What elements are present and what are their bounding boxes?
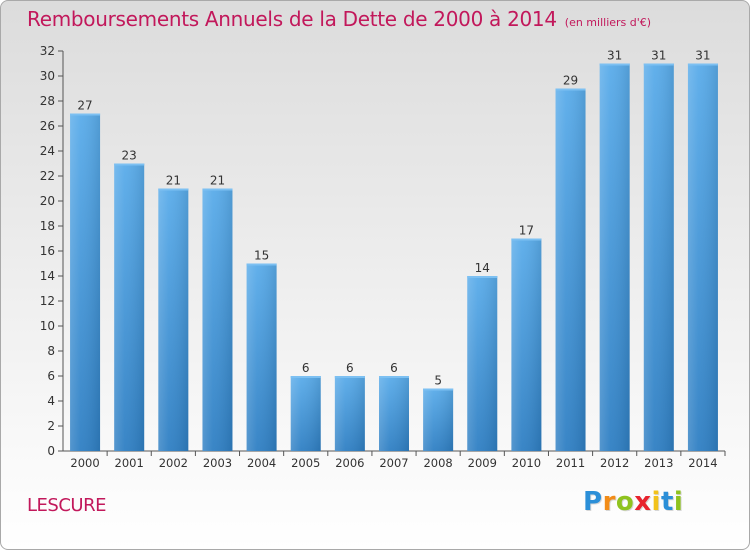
bar-shine	[511, 238, 542, 451]
logo-letter: o	[615, 487, 635, 517]
x-tick-label: 2002	[159, 456, 188, 470]
x-tick-label: 2013	[644, 456, 673, 470]
y-tick-label: 30	[40, 69, 55, 83]
bar-value-label: 14	[475, 261, 490, 275]
y-tick-label: 18	[40, 219, 55, 233]
bar-shine	[334, 376, 365, 451]
x-tick-label: 2004	[247, 456, 276, 470]
bar-shine	[379, 376, 409, 451]
bar-value-labels: 27 23 21 21 15 6 6 6 5 14 17 29 31 31 31	[77, 49, 710, 388]
y-tick-label: 22	[40, 169, 55, 183]
x-axis: 2000 2001 2002 2003 2004 2005 2006 2007 2008 2009…	[58, 450, 726, 470]
y-tick-label: 8	[47, 344, 55, 358]
logo-letter: i	[673, 487, 684, 517]
y-tick-label: 16	[40, 244, 55, 258]
bar-shine	[114, 163, 145, 451]
x-tick-label: 2011	[556, 456, 585, 470]
bar-value-label: 21	[166, 174, 181, 188]
bar-value-label: 6	[346, 361, 354, 375]
chart-subtitle: (en milliers d'€)	[564, 16, 652, 29]
x-tick-label: 2009	[468, 456, 497, 470]
y-tick-label: 32	[40, 44, 55, 58]
bar-shine	[599, 63, 630, 451]
bar-top-edge	[687, 63, 718, 66]
logo-letter: x	[634, 487, 652, 517]
y-tick-label: 20	[40, 194, 55, 208]
x-tick-label: 2014	[688, 456, 717, 470]
y-tick-label: 10	[40, 319, 55, 333]
y-tick-label: 28	[40, 94, 55, 108]
bar-value-label: 31	[695, 49, 710, 63]
bar-top-edge	[379, 376, 409, 378]
bar-top-edge	[290, 376, 321, 378]
bar-top-edge	[643, 63, 674, 66]
bar-value-label: 6	[390, 361, 398, 375]
x-tick-label: 2012	[600, 456, 629, 470]
logo-letter: i	[651, 487, 661, 517]
x-tick-label: 2010	[512, 456, 541, 470]
bar-shine	[643, 63, 674, 451]
x-tick-label: 2006	[335, 456, 364, 470]
x-tick-label: 2005	[291, 456, 320, 470]
bar-value-label: 23	[122, 149, 137, 163]
bar-top-edge	[158, 188, 189, 191]
bar-value-label: 31	[651, 49, 666, 63]
bar-shine	[202, 188, 233, 451]
title-text: Remboursements Annuels de la Dette de 20…	[27, 7, 557, 31]
bar-shine	[70, 113, 101, 451]
bar-shine	[290, 376, 321, 451]
bar-top-edge	[555, 88, 586, 91]
y-tick-label: 2	[47, 419, 55, 433]
bar-value-label: 6	[302, 361, 310, 375]
bar-shine	[555, 88, 586, 451]
bar-shine	[687, 63, 718, 451]
proxiti-logo: Proxiti	[583, 487, 683, 517]
bar-value-label: 21	[210, 174, 225, 188]
bar-value-label: 27	[77, 99, 92, 113]
logo-letter: t	[660, 487, 674, 517]
bar-shine	[467, 276, 498, 451]
bar-value-label: 15	[254, 249, 269, 263]
y-tick-label: 4	[47, 394, 55, 408]
bar-value-label: 31	[607, 49, 622, 63]
logo-letter: P	[583, 487, 603, 517]
x-tick-label: 2001	[115, 456, 144, 470]
bar-shine	[158, 188, 189, 451]
bar-top-edge	[423, 388, 454, 391]
commune-name: LESCURE	[27, 495, 106, 516]
bar-shine	[246, 263, 277, 451]
bar-top-edge	[511, 238, 542, 241]
bar-shine	[423, 388, 454, 451]
bar-top-edge	[246, 263, 277, 266]
chart-title: Remboursements Annuels de la Dette de 20…	[27, 7, 651, 31]
bar-top-edge	[202, 188, 233, 191]
y-tick-label: 24	[40, 144, 55, 158]
y-tick-label: 6	[47, 369, 55, 383]
bar-top-edge	[114, 163, 145, 166]
bar-value-label: 5	[434, 374, 442, 388]
y-tick-label: 0	[47, 444, 55, 458]
y-tick-label: 26	[40, 119, 55, 133]
bar-top-edge	[70, 113, 101, 116]
bar-top-edge	[334, 376, 365, 378]
bar-top-edge	[467, 276, 498, 278]
y-tick-label: 12	[40, 294, 55, 308]
x-tick-label: 2008	[423, 456, 452, 470]
x-tick-label: 2000	[70, 456, 99, 470]
y-tick-label: 14	[40, 269, 55, 283]
bars	[70, 63, 718, 451]
x-tick-label: 2003	[203, 456, 232, 470]
bar-value-label: 17	[519, 224, 534, 238]
bar-top-edge	[599, 63, 630, 66]
bar-value-label: 29	[563, 74, 578, 88]
x-tick-label: 2007	[379, 456, 408, 470]
logo-letter: r	[602, 487, 616, 517]
